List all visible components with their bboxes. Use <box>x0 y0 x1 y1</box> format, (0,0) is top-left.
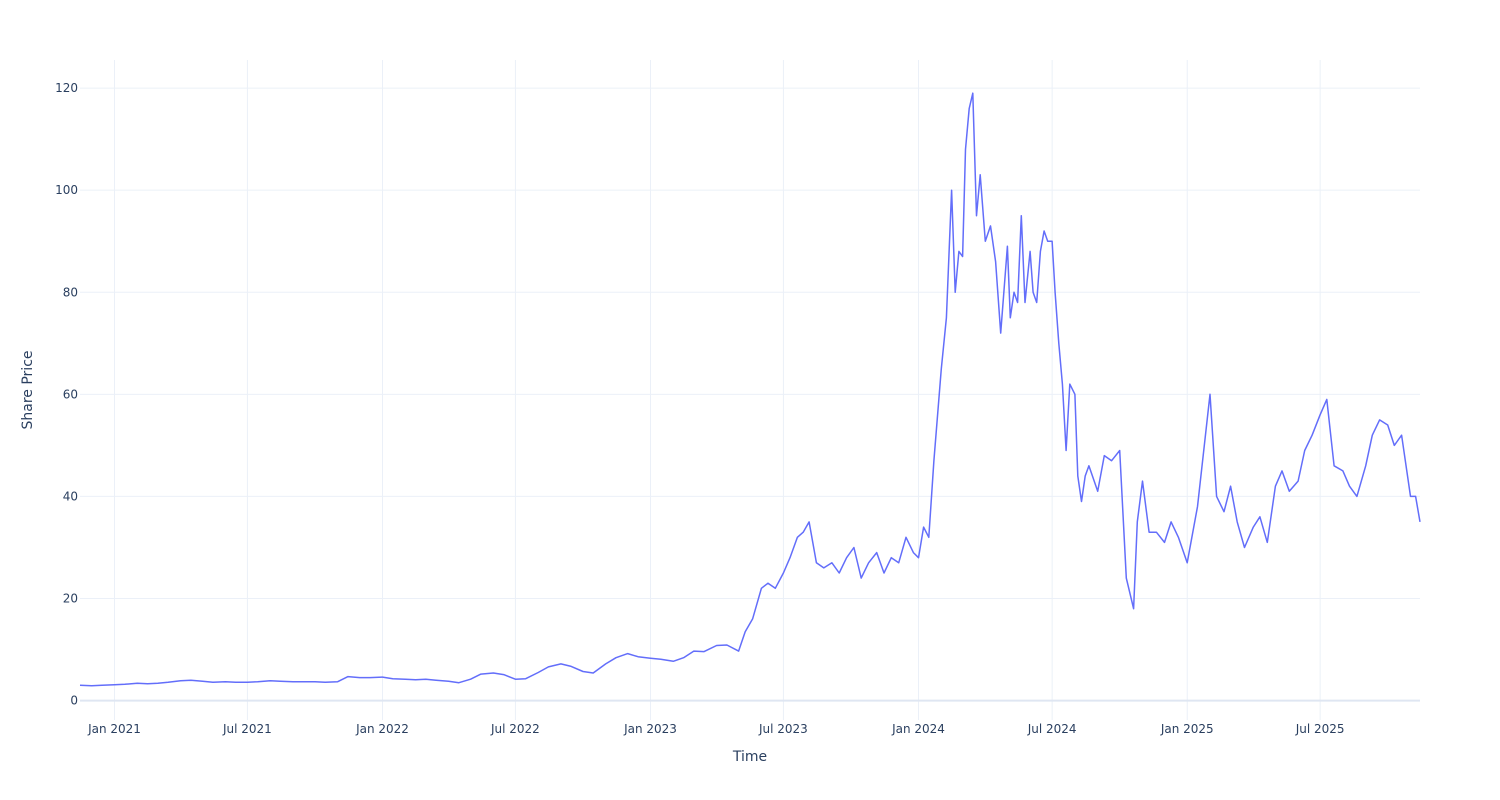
gridlines <box>80 60 1420 720</box>
series-line <box>79 92 1421 687</box>
x-tick-label: Jul 2021 <box>222 722 272 736</box>
x-tick-label: Jan 2021 <box>87 722 141 736</box>
x-tick-label: Jul 2023 <box>758 722 808 736</box>
y-tick-label: 40 <box>63 489 78 503</box>
y-axis-title: Share Price <box>20 350 36 429</box>
x-tick-label: Jan 2022 <box>355 722 409 736</box>
x-tick-label: Jan 2025 <box>1160 722 1214 736</box>
y-tick-label: 100 <box>55 183 78 197</box>
y-tick-label: 0 <box>70 694 78 708</box>
x-axis-title: Time <box>732 749 767 765</box>
y-tick-label: 80 <box>63 285 78 299</box>
x-tick-label: Jan 2023 <box>623 722 677 736</box>
x-axis-ticks: Jan 2021 Jul 2021 Jan 2022 Jul 2022 Jan 2023… <box>87 722 1344 736</box>
x-tick-label: Jul 2025 <box>1295 722 1345 736</box>
y-tick-label: 60 <box>63 387 78 401</box>
x-tick-label: Jan 2024 <box>891 722 945 736</box>
y-axis-ticks: 0 20 40 60 80 100 120 <box>55 81 78 708</box>
x-tick-label: Jul 2024 <box>1027 722 1077 736</box>
y-tick-label: 20 <box>63 592 78 606</box>
y-tick-label: 120 <box>55 81 78 95</box>
data-line-layer <box>79 92 1421 687</box>
x-tick-label: Jul 2022 <box>490 722 540 736</box>
